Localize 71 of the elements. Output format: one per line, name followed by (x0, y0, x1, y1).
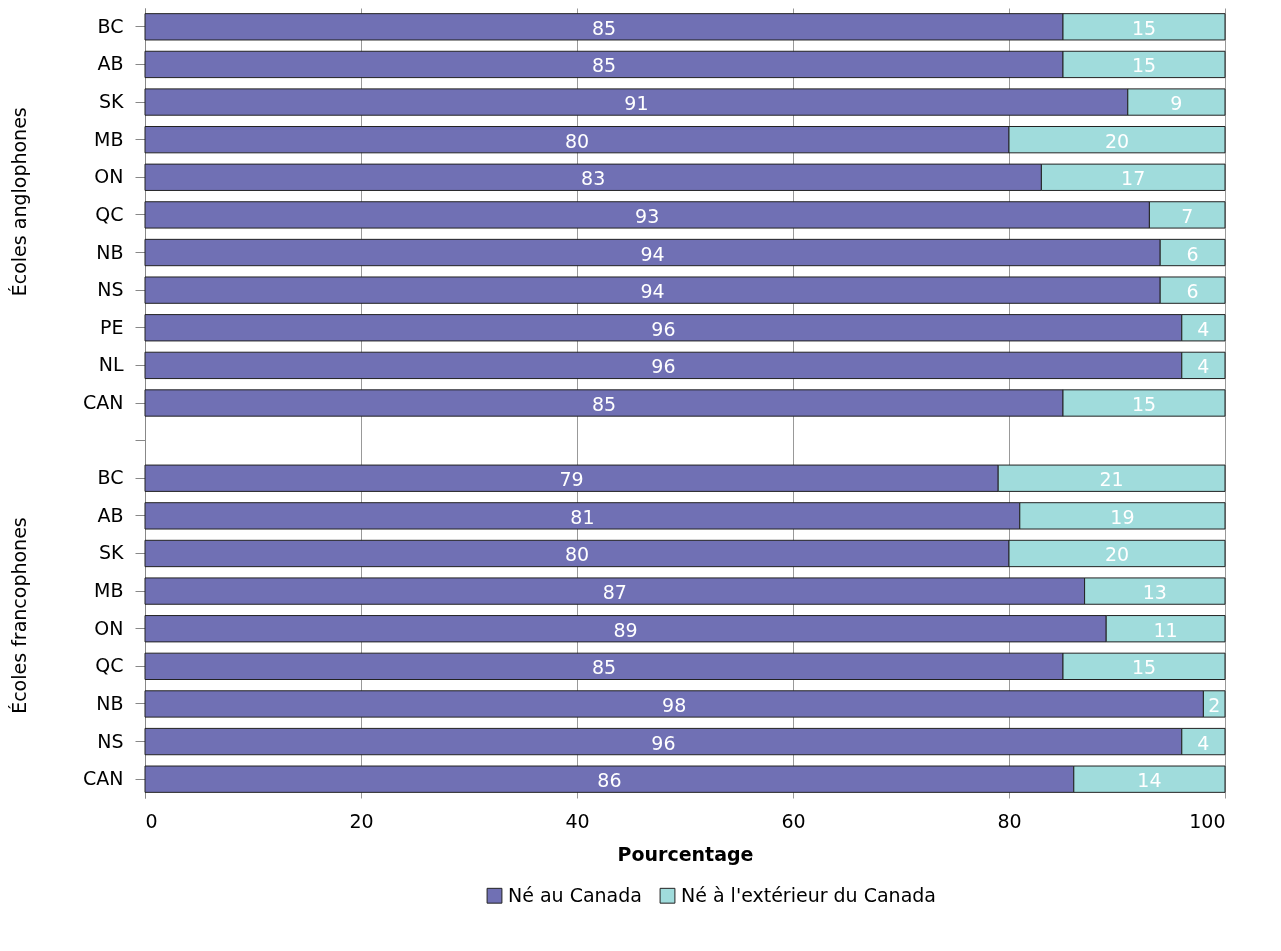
data-label: 15 (1131, 656, 1157, 679)
y-tick-label: MB (94, 579, 124, 602)
x-tick-label: 60 (781, 809, 806, 832)
data-label: 86 (597, 769, 622, 792)
y-tick-label: SK (98, 541, 125, 564)
data-label: 85 (591, 54, 617, 77)
data-label: 87 (602, 581, 627, 604)
data-label: 7 (1181, 204, 1194, 227)
data-label: 94 (640, 242, 665, 265)
data-label: 85 (591, 393, 617, 415)
data-label: 6 (1186, 280, 1199, 303)
y-tick-label: SK (98, 90, 125, 113)
data-label: 20 (1104, 129, 1130, 152)
x-tick-label: 0 (145, 809, 158, 832)
data-label: 89 (613, 618, 638, 641)
x-tick-label: 80 (997, 809, 1022, 832)
y-tick-label: QC (95, 202, 124, 225)
data-label: 11 (1153, 618, 1178, 641)
data-label: 94 (640, 280, 665, 303)
y-tick-label: PE (100, 315, 124, 338)
y-tick-label: AB (97, 503, 124, 526)
y-tick-label: ON (94, 616, 124, 639)
y-tick-label: QC (95, 654, 124, 677)
data-label: 80 (564, 129, 590, 152)
y-tick-label: BC (97, 466, 124, 489)
data-label: 91 (624, 92, 649, 115)
data-label: 98 (662, 693, 687, 716)
y-tick-label: ON (94, 165, 124, 188)
data-label: 79 (559, 468, 584, 491)
data-label: 85 (591, 16, 617, 39)
data-label: 4 (1197, 317, 1210, 340)
data-label: 83 (581, 167, 606, 190)
data-label: 96 (651, 731, 676, 754)
x-tick-label: 100 (1189, 809, 1226, 832)
data-label: 15 (1131, 54, 1157, 77)
y-tick-label: BC (97, 14, 124, 37)
x-tick-label: 40 (565, 809, 590, 832)
data-label: 93 (635, 204, 660, 227)
y-tick-label: NS (97, 729, 124, 752)
data-label: 20 (1104, 543, 1130, 566)
y-tick-label: NL (98, 353, 124, 376)
legend-label: Né à l'extérieur du Canada (681, 883, 936, 906)
y-tick-label: CAN (83, 767, 124, 790)
data-label: 96 (651, 355, 676, 378)
data-label: 9 (1170, 92, 1183, 115)
data-label: 4 (1197, 355, 1210, 378)
y-tick-label: NS (97, 278, 124, 301)
data-label: 80 (564, 543, 590, 566)
text: Écoles francophones (8, 517, 30, 714)
y-tick-label: NB (96, 691, 124, 714)
y-tick-label: CAN (83, 391, 124, 413)
data-label: 13 (1142, 581, 1167, 604)
data-label: 96 (651, 317, 676, 340)
y-tick-label: MB (94, 127, 124, 150)
data-label: 14 (1137, 769, 1162, 792)
data-label: 15 (1131, 393, 1157, 415)
data-label: 19 (1110, 505, 1135, 528)
x-axis-title: Pourcentage (617, 842, 754, 865)
y-tick-label: AB (97, 52, 124, 75)
data-label: 17 (1121, 167, 1146, 190)
data-label: 4 (1197, 731, 1210, 754)
legend-label: Né au Canada (508, 883, 642, 906)
data-label: 21 (1099, 468, 1124, 491)
data-label: 81 (570, 505, 595, 528)
y-tick-label: NB (96, 240, 124, 263)
x-tick-label: 20 (349, 809, 374, 832)
data-label: 85 (591, 656, 617, 679)
data-label: 15 (1131, 16, 1157, 39)
data-label: 2 (1208, 693, 1221, 716)
text: Écoles anglophones (8, 107, 30, 297)
data-label: 6 (1186, 242, 1199, 265)
